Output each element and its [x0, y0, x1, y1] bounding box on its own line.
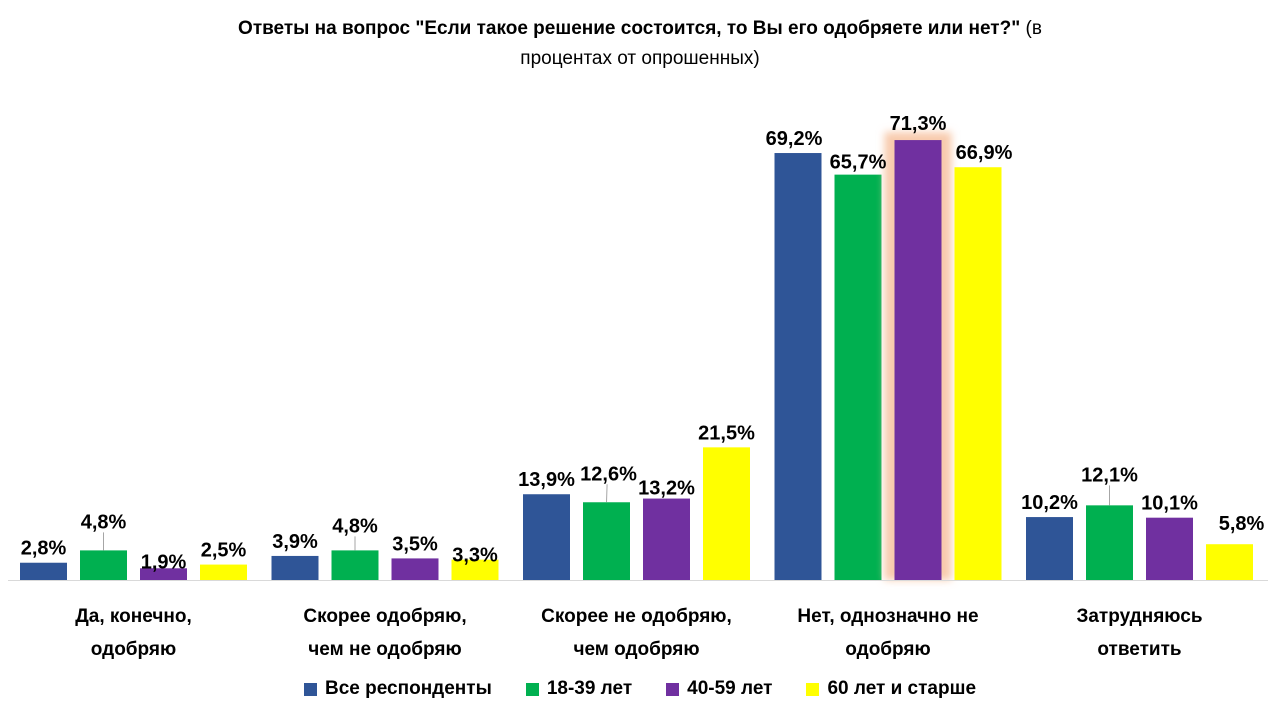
bar: [894, 140, 942, 581]
bar: [774, 153, 822, 580]
category-label: ответить: [1097, 639, 1181, 660]
data-label: 71,3%: [890, 113, 947, 135]
bar: [954, 167, 1002, 581]
category-label: одобряю: [91, 639, 176, 660]
bar: [523, 494, 570, 580]
bar: [271, 555, 319, 580]
bar: [1086, 505, 1133, 580]
data-label: 2,5%: [201, 540, 247, 562]
legend-label: 40-59 лет: [687, 678, 773, 699]
bar: [1146, 517, 1193, 580]
data-label: 2,8%: [21, 538, 67, 560]
data-label: 66,9%: [956, 142, 1013, 164]
bar: [1206, 544, 1253, 580]
bar: [140, 568, 187, 580]
data-label: 12,6%: [580, 463, 637, 485]
bar: [200, 564, 247, 580]
category-label: Нет, однозначно не: [797, 606, 978, 627]
legend-swatch-40-59: [666, 682, 680, 696]
data-label: 13,2%: [638, 478, 695, 500]
legend-label: 60 лет и старше: [827, 678, 977, 699]
bar: [1026, 517, 1073, 580]
data-label: 3,3%: [452, 545, 498, 567]
legend-swatch-60plus: [806, 682, 820, 696]
data-label: 65,7%: [830, 152, 887, 174]
category-label: чем не одобряю: [308, 639, 461, 660]
legend-swatch-18-39: [525, 682, 539, 696]
data-label: 12,1%: [1081, 464, 1138, 486]
legend-item: 40-59 лет: [666, 678, 772, 700]
legend-item: 18-39 лет: [525, 678, 633, 700]
legend: Все респонденты 18-39 лет 40-59 лет 60 л…: [0, 678, 1280, 700]
category-label: чем одобряю: [573, 639, 699, 660]
legend-swatch-all: [303, 682, 317, 696]
bar: [331, 550, 379, 580]
data-label: 69,2%: [766, 128, 823, 150]
data-label: 13,9%: [518, 469, 575, 491]
data-label: 1,9%: [141, 551, 187, 573]
legend-label: 18-39 лет: [546, 678, 633, 699]
chart-title-suffix: (в: [1025, 18, 1042, 39]
bar: [20, 562, 67, 580]
data-label: 3,5%: [392, 533, 438, 555]
category-label: Скорее одобряю,: [303, 606, 466, 627]
chart-title: Ответы на вопрос "Если такое решение сос…: [0, 14, 1280, 74]
legend-item: Все респонденты: [303, 678, 492, 700]
data-label: 4,8%: [81, 511, 127, 533]
bar: [583, 502, 630, 580]
data-label: 21,5%: [698, 422, 755, 444]
data-label: 3,9%: [272, 531, 318, 553]
bar: [643, 498, 690, 580]
category-label: Да, конечно,: [75, 606, 192, 627]
data-label: 4,8%: [332, 515, 378, 537]
data-label: 5,8%: [1219, 513, 1265, 535]
legend-item: 60 лет и старше: [806, 678, 976, 700]
bar: [451, 559, 499, 580]
category-label: одобряю: [845, 639, 930, 660]
bar: [703, 447, 750, 580]
data-label: 10,2%: [1021, 492, 1078, 514]
legend-label: Все респонденты: [324, 678, 492, 699]
leader-line: [606, 484, 608, 503]
category-label: Скорее не одобряю,: [541, 606, 732, 627]
bar: [834, 174, 882, 581]
category-label: Затрудняюсь: [1076, 606, 1202, 627]
bar: [391, 558, 439, 580]
chart-subtitle: процентах от опрошенных): [520, 48, 760, 69]
data-label: 10,1%: [1141, 493, 1198, 515]
chart-title-bold: Ответы на вопрос "Если такое решение сос…: [238, 18, 1021, 39]
bar: [80, 550, 127, 580]
